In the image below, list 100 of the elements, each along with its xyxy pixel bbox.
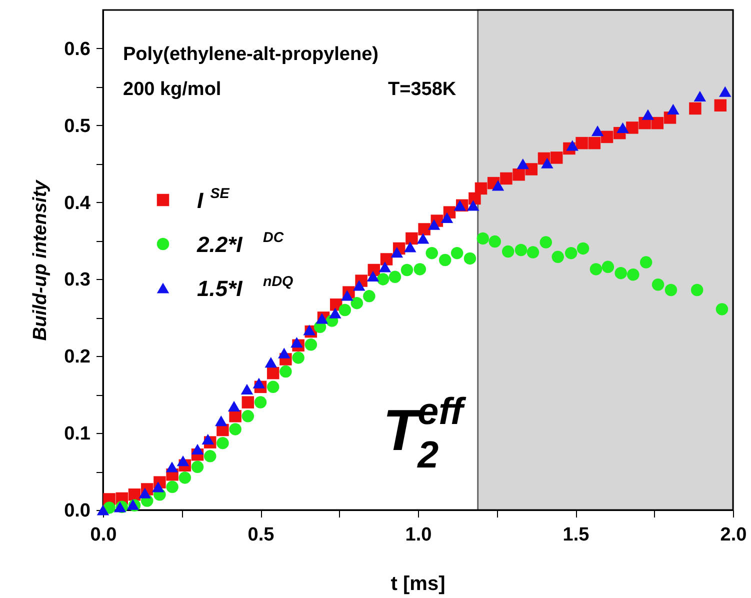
point: [426, 246, 438, 260]
point: [464, 252, 476, 265]
point: [176, 455, 190, 466]
point: [476, 232, 490, 245]
point: [552, 250, 564, 264]
point: [388, 270, 402, 284]
point: [191, 460, 204, 474]
y-tick-label: 0.1: [64, 424, 91, 445]
point: [166, 480, 178, 494]
point: [303, 324, 316, 336]
point: [266, 366, 280, 380]
point: [378, 262, 392, 272]
point: [541, 158, 554, 168]
y-tick-label: 0.0: [64, 500, 90, 522]
point: [242, 410, 254, 422]
point: [240, 384, 254, 395]
x-tick-label: 2.0: [720, 524, 747, 546]
point: [651, 116, 664, 130]
point: [138, 488, 152, 498]
point: [525, 163, 538, 176]
point: [428, 219, 440, 230]
point: [254, 396, 267, 408]
point: [380, 253, 393, 266]
x-tick-label: 1.0: [405, 524, 432, 546]
point: [474, 182, 488, 195]
point: [191, 444, 204, 455]
x-tick-label: 0.5: [248, 524, 275, 546]
point: [416, 233, 430, 244]
point: [228, 400, 240, 412]
point: [566, 140, 578, 151]
point: [390, 247, 404, 258]
point: [178, 472, 192, 484]
point: [350, 296, 364, 310]
point: [616, 122, 629, 133]
point: [329, 308, 342, 318]
point: [591, 125, 604, 136]
point: [664, 284, 678, 296]
point: [400, 264, 414, 276]
point: [500, 172, 512, 185]
x-tick-label: 0.0: [90, 524, 117, 546]
point: [338, 304, 352, 316]
annotation: Poly(ethylene-alt-propylene): [123, 44, 378, 65]
point: [278, 348, 290, 358]
point: [600, 130, 614, 144]
x-axis-title: t [ms]: [390, 573, 446, 595]
point: [642, 109, 654, 120]
point: [202, 434, 214, 445]
point: [690, 284, 704, 296]
point: [564, 246, 578, 260]
point: [652, 278, 664, 291]
point: [502, 245, 514, 258]
point: [352, 280, 366, 291]
point: [576, 136, 588, 150]
point: [264, 357, 278, 368]
point: [438, 254, 452, 266]
point: [418, 223, 430, 236]
x-tick-label: 1.5: [562, 524, 590, 546]
point: [280, 365, 292, 378]
point: [488, 235, 501, 248]
point: [516, 158, 530, 170]
point: [714, 99, 727, 112]
y-tick-label: 0.6: [64, 38, 90, 60]
point: [467, 200, 480, 211]
point: [514, 244, 528, 256]
y-tick-label: 0.3: [64, 270, 90, 291]
point: [304, 338, 318, 351]
point: [640, 256, 652, 268]
point: [414, 263, 426, 276]
point: [450, 246, 464, 260]
point: [689, 102, 702, 115]
point: [576, 242, 590, 255]
point: [694, 90, 706, 102]
point: [366, 270, 380, 282]
point: [716, 303, 728, 316]
point: [242, 396, 254, 408]
point: [215, 415, 228, 426]
annotation: 200 kg/mol: [123, 79, 222, 100]
point: [550, 152, 563, 164]
point: [128, 488, 141, 501]
point: [626, 122, 638, 134]
point: [376, 273, 390, 286]
point: [252, 378, 266, 388]
point: [216, 436, 229, 450]
point: [341, 290, 354, 301]
point: [512, 168, 525, 181]
point: [290, 337, 303, 348]
y-tick-label: 0.4: [64, 192, 91, 214]
point: [614, 266, 627, 280]
point: [526, 246, 540, 258]
point: [590, 263, 602, 276]
point: [292, 352, 304, 364]
point: [406, 232, 418, 245]
point: [719, 86, 732, 97]
point: [229, 423, 242, 436]
point: [152, 482, 164, 492]
point: [166, 462, 178, 472]
point: [627, 268, 640, 281]
point: [204, 450, 216, 462]
point: [363, 290, 376, 302]
y-tick-label: 0.2: [64, 346, 90, 368]
